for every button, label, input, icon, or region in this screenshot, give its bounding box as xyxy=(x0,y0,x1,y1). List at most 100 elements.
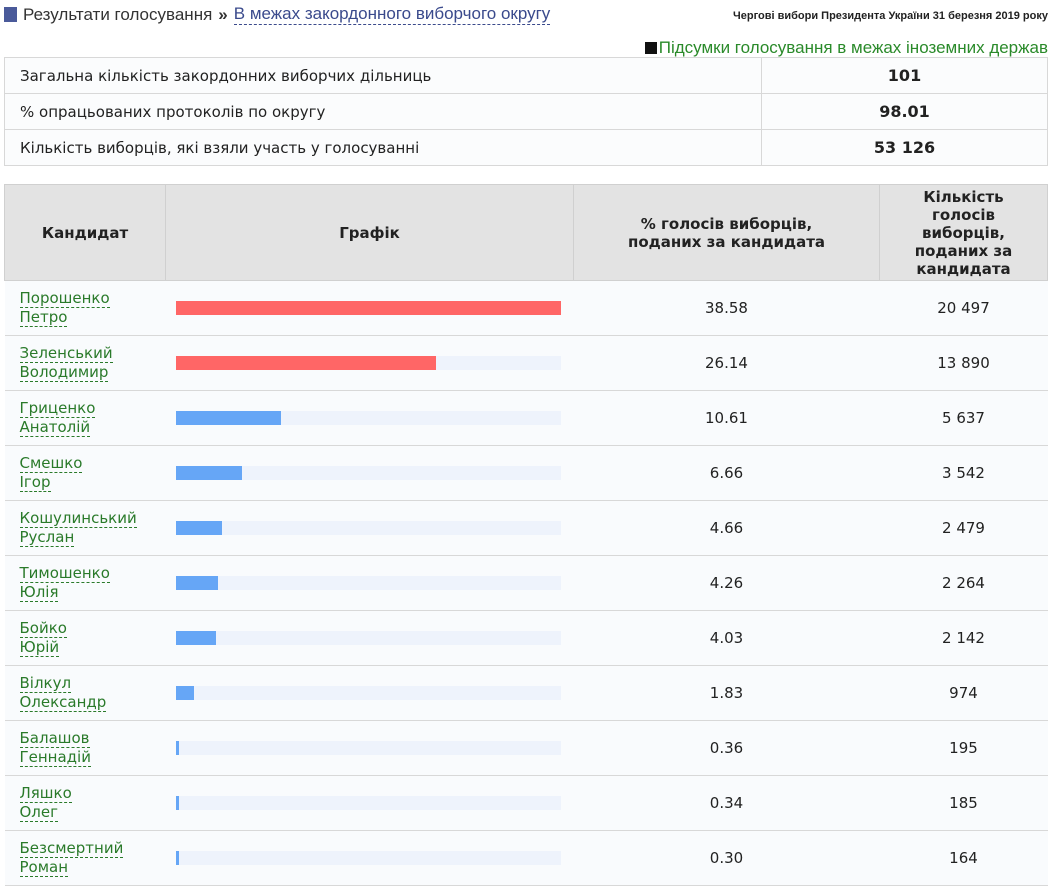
candidate-firstname-link[interactable]: Анатолій xyxy=(19,418,91,437)
bar-track xyxy=(175,411,561,425)
table-row: Ляшко Олег 0.34 185 xyxy=(4,775,1048,831)
candidate-firstname-link[interactable]: Геннадій xyxy=(19,748,91,767)
pct-value: 6.66 xyxy=(573,445,880,501)
candidate-firstname-link[interactable]: Роман xyxy=(19,858,69,877)
breadcrumb: Результати голосування » В межах закордо… xyxy=(4,4,551,25)
votes-value: 195 xyxy=(879,720,1048,776)
stats-table: Загальна кількість закордонних виборчих … xyxy=(4,57,1048,166)
candidate-name[interactable]: Тимошенко Юлія xyxy=(4,555,166,611)
results-table: Кандидат Графік % голосів виборців, пода… xyxy=(4,184,1048,886)
table-row: Смешко Ігор 6.66 3 542 xyxy=(4,445,1048,501)
votes-value: 5 637 xyxy=(879,390,1048,446)
chart-cell xyxy=(165,665,574,721)
table-row: Гриценко Анатолій 10.61 5 637 xyxy=(4,390,1048,446)
candidate-surname-link[interactable]: Тимошенко xyxy=(19,564,110,583)
votes-value: 2 264 xyxy=(879,555,1048,611)
chart-cell xyxy=(165,335,574,391)
chart-cell xyxy=(165,610,574,666)
bar-track xyxy=(175,631,561,645)
stat-row: % опрацьованих протоколів по округу 98.01 xyxy=(4,93,1048,130)
col-votes: Кількість голосів виборців, поданих за к… xyxy=(879,184,1048,281)
table-row: Вілкул Олександр 1.83 974 xyxy=(4,665,1048,721)
bar-fill xyxy=(175,741,180,755)
table-row: Кошулинський Руслан 4.66 2 479 xyxy=(4,500,1048,556)
candidate-firstname-link[interactable]: Олег xyxy=(19,803,59,822)
summary-link[interactable]: Підсумки голосування в межах іноземних д… xyxy=(644,38,1048,59)
candidate-firstname-link[interactable]: Юрій xyxy=(19,638,60,657)
col-candidate: Кандидат xyxy=(4,184,166,281)
candidate-firstname-link[interactable]: Руслан xyxy=(19,528,75,547)
candidate-surname-link[interactable]: Балашов xyxy=(19,729,90,748)
bar-fill xyxy=(175,631,216,645)
candidate-name[interactable]: Бойко Юрій xyxy=(4,610,166,666)
candidate-firstname-link[interactable]: Володимир xyxy=(19,363,109,382)
bar-track xyxy=(175,356,561,370)
candidate-name[interactable]: Смешко Ігор xyxy=(4,445,166,501)
table-row: Бойко Юрій 4.03 2 142 xyxy=(4,610,1048,666)
table-row: Тимошенко Юлія 4.26 2 264 xyxy=(4,555,1048,611)
chart-cell xyxy=(165,390,574,446)
table-row: Порошенко Петро 38.58 20 497 xyxy=(4,280,1048,336)
bar-track xyxy=(175,576,561,590)
bar-track xyxy=(175,521,561,535)
bar-fill xyxy=(175,686,194,700)
candidate-surname-link[interactable]: Кошулинський xyxy=(19,509,137,528)
bar-fill xyxy=(175,356,437,370)
bar-fill xyxy=(175,466,242,480)
pct-value: 4.03 xyxy=(573,610,880,666)
pct-value: 10.61 xyxy=(573,390,880,446)
table-row: Безсмертний Роман 0.30 164 xyxy=(4,830,1048,886)
candidate-name[interactable]: Гриценко Анатолій xyxy=(4,390,166,446)
candidate-name[interactable]: Безсмертний Роман xyxy=(4,830,166,886)
bar-fill xyxy=(175,796,180,810)
bar-fill xyxy=(175,851,180,865)
stat-value: 98.01 xyxy=(761,93,1048,130)
stat-value: 53 126 xyxy=(761,129,1048,166)
chart-cell xyxy=(165,500,574,556)
votes-value: 3 542 xyxy=(879,445,1048,501)
bar-fill xyxy=(175,576,218,590)
stat-label: Кількість виборців, які взяли участь у г… xyxy=(4,129,762,166)
candidate-name[interactable]: Балашов Геннадій xyxy=(4,720,166,776)
candidate-name[interactable]: Кошулинський Руслан xyxy=(4,500,166,556)
votes-value: 974 xyxy=(879,665,1048,721)
votes-value: 13 890 xyxy=(879,335,1048,391)
votes-value: 2 142 xyxy=(879,610,1048,666)
votes-value: 185 xyxy=(879,775,1048,831)
candidate-surname-link[interactable]: Безсмертний xyxy=(19,839,124,858)
pct-value: 38.58 xyxy=(573,280,880,336)
candidate-surname-link[interactable]: Порошенко xyxy=(19,289,110,308)
candidate-name[interactable]: Ляшко Олег xyxy=(4,775,166,831)
stat-row: Загальна кількість закордонних виборчих … xyxy=(4,57,1048,94)
chart-icon xyxy=(644,42,657,54)
chart-cell xyxy=(165,555,574,611)
candidate-surname-link[interactable]: Ляшко xyxy=(19,784,72,803)
candidate-name[interactable]: Вілкул Олександр xyxy=(4,665,166,721)
bar-track xyxy=(175,796,561,810)
votes-value: 2 479 xyxy=(879,500,1048,556)
candidate-surname-link[interactable]: Смешко xyxy=(19,454,83,473)
bar-track xyxy=(175,851,561,865)
square-icon xyxy=(4,7,17,22)
stat-value: 101 xyxy=(761,57,1048,94)
col-pct: % голосів виборців, поданих за кандидата xyxy=(573,184,880,281)
candidate-name[interactable]: Порошенко Петро xyxy=(4,280,166,336)
candidate-firstname-link[interactable]: Олександр xyxy=(19,693,107,712)
candidate-surname-link[interactable]: Вілкул xyxy=(19,674,72,693)
bar-fill xyxy=(175,301,561,315)
bar-fill xyxy=(175,411,282,425)
candidate-surname-link[interactable]: Гриценко xyxy=(19,399,96,418)
chart-cell xyxy=(165,720,574,776)
breadcrumb-link[interactable]: В межах закордонного виборчого округу xyxy=(233,4,551,25)
chart-cell xyxy=(165,830,574,886)
candidate-firstname-link[interactable]: Юлія xyxy=(19,583,59,602)
bar-track xyxy=(175,301,561,315)
candidate-surname-link[interactable]: Бойко xyxy=(19,619,67,638)
pct-value: 0.30 xyxy=(573,830,880,886)
table-row: Балашов Геннадій 0.36 195 xyxy=(4,720,1048,776)
candidate-name[interactable]: Зеленський Володимир xyxy=(4,335,166,391)
candidate-firstname-link[interactable]: Петро xyxy=(19,308,68,327)
bar-track xyxy=(175,466,561,480)
candidate-surname-link[interactable]: Зеленський xyxy=(19,344,113,363)
candidate-firstname-link[interactable]: Ігор xyxy=(19,473,51,492)
